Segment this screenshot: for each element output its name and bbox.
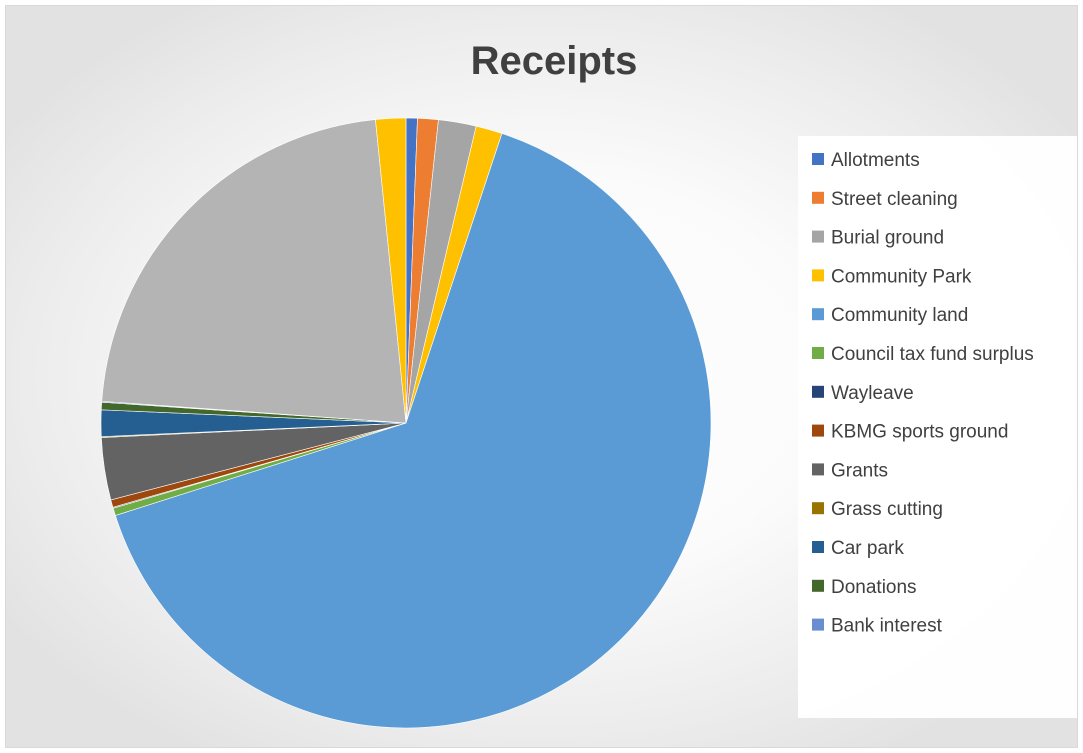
legend-label-council-tax-fund-surplus: Council tax fund surplus bbox=[831, 344, 1034, 365]
legend-swatch-community-land bbox=[812, 308, 824, 321]
pie-chart: Receipts Allotments Street cleaning Burial… bbox=[100, 39, 1077, 729]
legend-swatch-council-tax-fund-surplus bbox=[812, 347, 824, 359]
legend-swatch-bank-interest bbox=[812, 618, 824, 631]
legend-label-street-cleaning: Street cleaning bbox=[831, 189, 958, 210]
legend-label-community-park: Community Park bbox=[831, 266, 972, 287]
chart-title: Receipts bbox=[471, 39, 638, 83]
pie-slice-community-land bbox=[114, 133, 712, 729]
legend-label-bank-interest: Bank interest bbox=[831, 616, 943, 637]
pie-slice-unlabeled-1 bbox=[101, 119, 407, 424]
legend-label-burial-ground: Burial ground bbox=[831, 228, 944, 249]
pie-slices bbox=[100, 117, 712, 729]
legend-swatch-donations bbox=[812, 579, 824, 592]
legend-swatch-community-park bbox=[812, 269, 824, 282]
legend-swatch-grass-cutting bbox=[812, 502, 824, 515]
legend-label-kbmg-sports-ground: KBMG sports ground bbox=[831, 422, 1008, 443]
legend-swatch-burial-ground bbox=[812, 230, 824, 243]
legend-swatch-grants bbox=[812, 463, 824, 476]
legend-label-donations: Donations bbox=[831, 577, 917, 598]
legend-label-wayleave: Wayleave bbox=[831, 383, 914, 404]
legend-box bbox=[798, 136, 1077, 718]
pie-slice-unlabeled-2 bbox=[375, 117, 407, 424]
chart-area: Receipts Allotments Street cleaning Burial… bbox=[5, 5, 1078, 748]
legend-swatch-kbmg-sports-ground bbox=[812, 424, 824, 437]
legend-label-community-land: Community land bbox=[831, 305, 968, 326]
legend: Allotments Street cleaning Burial ground Co… bbox=[798, 136, 1077, 718]
legend-swatch-wayleave bbox=[812, 385, 824, 398]
legend-swatch-car-park bbox=[812, 541, 824, 553]
legend-label-grass-cutting: Grass cutting bbox=[831, 499, 943, 520]
legend-label-grants: Grants bbox=[831, 460, 888, 481]
legend-swatch-allotments bbox=[812, 153, 824, 165]
legend-label-car-park: Car park bbox=[831, 538, 904, 559]
legend-label-allotments: Allotments bbox=[831, 150, 920, 171]
legend-swatch-street-cleaning bbox=[812, 191, 824, 204]
